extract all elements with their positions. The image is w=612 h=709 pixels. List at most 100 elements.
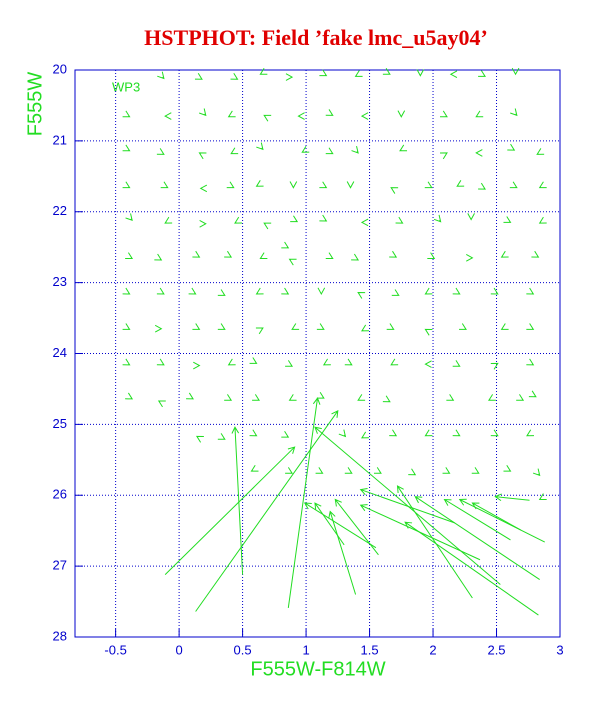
vector-arrow	[122, 144, 131, 152]
vector-arrow	[466, 254, 474, 262]
vector-arrow	[500, 250, 509, 258]
vector-arrow	[122, 323, 131, 330]
vector-arrow	[526, 287, 535, 295]
vector-arrow	[503, 216, 512, 223]
vector-arrow	[122, 181, 131, 189]
vector-arrow	[316, 323, 325, 330]
vector-arrow	[408, 468, 417, 476]
vector-arrow	[319, 181, 328, 189]
vector-arrow	[125, 252, 134, 260]
vector-arrow	[192, 250, 201, 258]
vector-arrow	[234, 216, 242, 224]
vector-arrow	[157, 71, 165, 80]
vector-arrow	[528, 390, 537, 398]
vector-arrow	[359, 504, 481, 561]
x-tick-label: 2	[429, 642, 436, 657]
vector-arrow	[478, 182, 487, 190]
vector-arrow	[391, 289, 400, 296]
vector-arrow	[424, 360, 432, 368]
vector-arrow	[250, 464, 259, 472]
vector-arrow	[395, 216, 404, 224]
vector-arrow	[259, 68, 268, 75]
vector-arrow	[334, 498, 379, 556]
vector-arrow	[357, 292, 366, 299]
vector-arrow	[288, 394, 297, 401]
y-tick-label: 26	[53, 487, 67, 502]
vector-arrow	[507, 143, 516, 151]
vector-arrow	[195, 410, 339, 612]
vector-arrow	[459, 323, 467, 330]
vector-arrow	[156, 358, 165, 366]
vector-arrow	[511, 67, 520, 76]
x-tick-label: 0.5	[234, 642, 252, 657]
vector-arrow	[446, 394, 455, 401]
vector-arrow	[478, 70, 487, 77]
vector-arrow	[449, 70, 458, 79]
y-tick-label: 28	[53, 628, 67, 643]
y-tick-label: 27	[53, 558, 67, 573]
vector-arrow	[424, 181, 433, 189]
vector-arrow	[475, 149, 483, 157]
vector-arrow	[361, 324, 369, 332]
vector-arrow	[217, 289, 226, 296]
vector-arrow	[359, 487, 455, 524]
vector-arrow	[390, 187, 399, 194]
vector-arrow	[263, 114, 272, 122]
vector-arrow	[188, 287, 197, 295]
vector-arrow	[263, 222, 272, 230]
vector-arrow	[125, 392, 134, 400]
vector-arrow	[536, 148, 545, 155]
vector-arrow	[160, 181, 169, 189]
vector-arrow	[510, 108, 518, 117]
vector-arrow	[316, 391, 325, 399]
vector-arrow	[532, 468, 541, 477]
vector-arrow	[360, 218, 369, 227]
vector-arrow	[288, 258, 297, 266]
vector-arrow	[354, 70, 363, 77]
vector-arrow	[414, 496, 540, 581]
vector-arrow	[382, 68, 391, 75]
vector-arrow	[319, 214, 328, 222]
y-tick-label: 22	[53, 203, 67, 218]
vector-arrow	[344, 358, 353, 366]
vector-arrow	[249, 429, 258, 437]
vector-arrow	[154, 324, 163, 333]
chart-title: HSTPHOT: Field ’fake lmc_u5ay04’	[144, 25, 488, 50]
x-axis-label: F555W-F814W	[250, 658, 385, 680]
vector-arrow	[297, 112, 305, 120]
vector-arrow	[389, 250, 398, 258]
vector-arrow	[255, 287, 264, 295]
vector-arrow	[322, 358, 331, 366]
vector-arrow	[325, 109, 334, 116]
vector-arrow	[224, 394, 233, 401]
vector-arrow	[199, 108, 207, 117]
y-axis-label: F555W	[24, 72, 46, 137]
y-tick-label: 25	[53, 416, 67, 431]
vector-arrow	[373, 467, 382, 474]
vector-arrow	[192, 323, 201, 330]
vector-arrow	[490, 362, 499, 370]
vector-arrow	[494, 493, 530, 502]
vector-arrow	[344, 467, 353, 474]
vector-arrow	[500, 323, 509, 330]
vector-arrow	[389, 429, 398, 437]
vector-arrow	[325, 147, 334, 155]
vector-arrow	[156, 148, 165, 155]
vector-arrow	[471, 502, 521, 531]
vector-arrow	[230, 147, 239, 155]
vector-arrow	[526, 429, 534, 437]
vector-arrow	[433, 214, 442, 223]
vector-arrow	[526, 323, 535, 330]
x-tick-label: 1	[302, 642, 309, 657]
vector-arrow	[351, 253, 360, 261]
vector-arrow	[458, 498, 545, 543]
vector-arrow	[199, 220, 207, 228]
vector-arrow	[164, 216, 173, 224]
vector-arrow	[193, 361, 201, 370]
vector-arrow	[194, 73, 203, 80]
annotation: WP3	[112, 79, 140, 94]
vector-arrow	[315, 467, 324, 474]
vector-arrow	[490, 287, 499, 295]
y-tick-label: 23	[53, 274, 67, 289]
vector-arrow	[255, 327, 264, 335]
